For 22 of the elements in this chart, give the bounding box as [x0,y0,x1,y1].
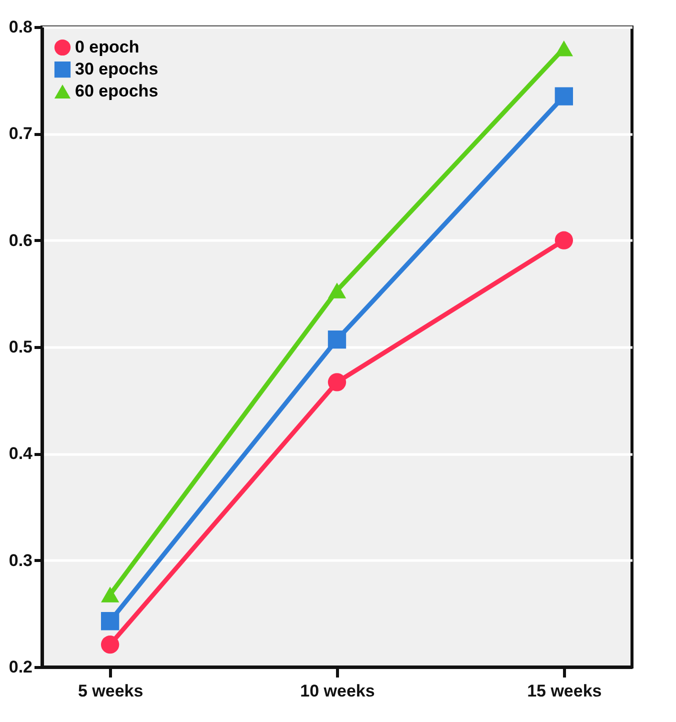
point [328,373,346,392]
y-tick-label: 0.3 [8,550,32,570]
legend-label: 60 epochs [75,82,158,100]
x-tick-label: 10 weeks [300,682,375,700]
x-tick-label: 15 weeks [527,682,602,700]
y-tick-label: 0.2 [8,658,32,676]
legend-label: 30 epochs [75,60,158,78]
y-tick-label: 0.8 [8,18,32,36]
point [100,636,120,654]
x-tick-label: 5 weeks [78,682,144,700]
y-tick-label: 0.7 [8,124,32,144]
point [554,40,574,56]
point [328,330,346,349]
legend-label: 0 epoch [75,38,140,56]
y-tick-label: 0.4 [8,444,34,464]
y-tick-label: 0.6 [8,230,32,250]
point [100,586,120,602]
point [328,282,346,298]
point [100,612,120,630]
point [554,87,574,106]
point [554,231,574,250]
y-tick-label: 0.5 [8,338,32,356]
